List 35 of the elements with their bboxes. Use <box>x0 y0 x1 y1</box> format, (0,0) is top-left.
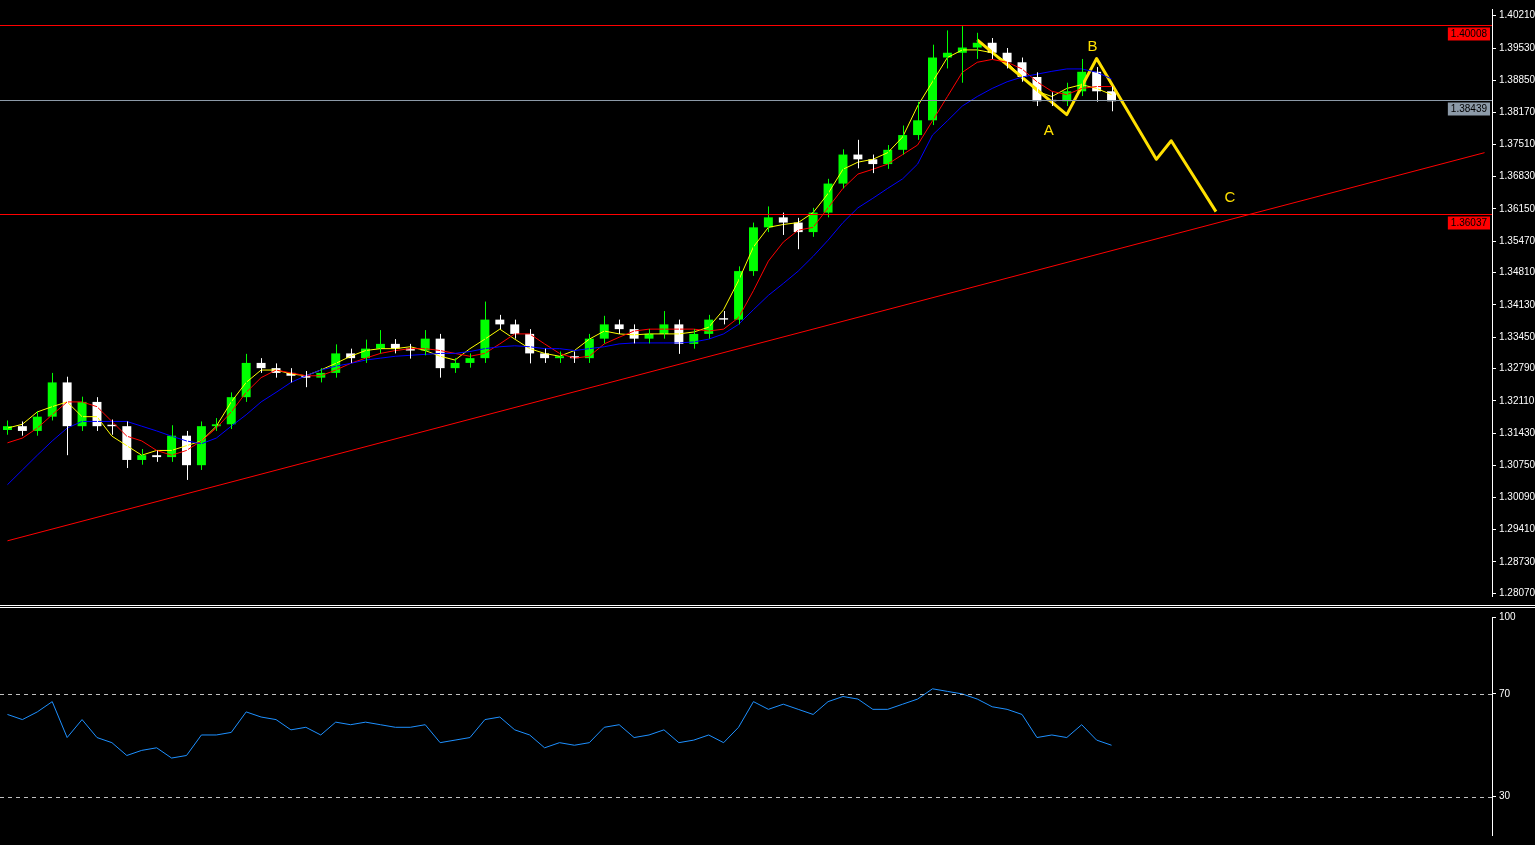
y-tick-label: 1.33450 <box>1499 330 1535 342</box>
ref-line-label: 1.38439 <box>1450 103 1488 115</box>
y-tick-label: 1.34810 <box>1499 266 1535 278</box>
y-tick-label: 1.32790 <box>1499 362 1535 374</box>
candlestick <box>913 101 923 141</box>
y-tick-label: 1.36150 <box>1499 202 1535 214</box>
y-tick-label: 30 <box>1499 790 1511 802</box>
y-tick-label: 1.28070 <box>1499 586 1535 598</box>
ref-line-label: 1.36037 <box>1450 217 1488 229</box>
y-tick-label: 1.32110 <box>1499 394 1535 406</box>
ref-line-label: 1.40008 <box>1450 28 1488 40</box>
y-tick-label: 1.30750 <box>1499 459 1535 471</box>
y-tick-label: 1.34130 <box>1499 298 1535 310</box>
y-tick-label: 1.35470 <box>1499 234 1535 246</box>
candlestick <box>152 449 162 463</box>
candlestick <box>778 212 788 236</box>
candlestick <box>137 448 147 466</box>
candlestick <box>614 319 624 335</box>
y-tick-label: 1.38170 <box>1499 106 1535 118</box>
annotation: C <box>1224 187 1236 205</box>
y-tick-label: 1.38850 <box>1499 74 1535 86</box>
y-tick-label: 1.37510 <box>1499 137 1535 149</box>
y-tick-label: 70 <box>1499 687 1511 699</box>
y-tick-label: 100 <box>1499 610 1517 622</box>
y-tick-label: 1.30090 <box>1499 490 1535 502</box>
annotation: A <box>1043 120 1054 138</box>
y-tick-label: 1.31430 <box>1499 427 1535 439</box>
y-tick-label: 1.28730 <box>1499 555 1535 567</box>
candlestick <box>719 310 729 325</box>
y-tick-label: 1.29410 <box>1499 523 1535 535</box>
y-tick-label: 1.39530 <box>1499 41 1535 53</box>
annotation: B <box>1087 36 1098 54</box>
candlestick <box>17 420 27 437</box>
y-tick-label: 1.40210 <box>1499 9 1535 21</box>
y-tick-label: 1.36830 <box>1499 170 1535 182</box>
